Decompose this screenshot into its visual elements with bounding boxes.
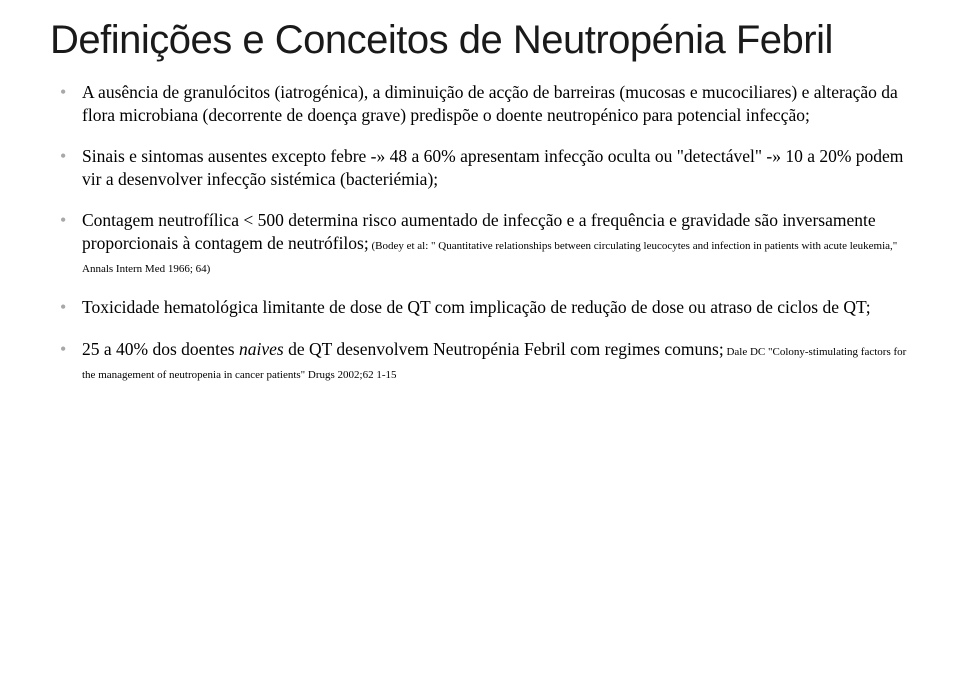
- bullet-text: Toxicidade hematológica limitante de dos…: [82, 297, 871, 317]
- list-item: A ausência de granulócitos (iatrogénica)…: [82, 81, 910, 127]
- bullet-list: A ausência de granulócitos (iatrogénica)…: [50, 81, 910, 384]
- bullet-text-pre: 25 a 40% dos doentes: [82, 339, 239, 359]
- list-item: Sinais e sintomas ausentes excepto febre…: [82, 145, 910, 191]
- bullet-text: A ausência de granulócitos (iatrogénica)…: [82, 82, 898, 125]
- slide-title: Definições e Conceitos de Neutropénia Fe…: [50, 18, 910, 63]
- list-item: 25 a 40% dos doentes naives de QT desenv…: [82, 338, 910, 384]
- bullet-text: Sinais e sintomas ausentes excepto febre…: [82, 146, 903, 189]
- list-item: Contagem neutrofílica < 500 determina ri…: [82, 209, 910, 278]
- bullet-text-post: de QT desenvolvem Neutropénia Febril com…: [284, 339, 724, 359]
- list-item: Toxicidade hematológica limitante de dos…: [82, 296, 910, 319]
- bullet-text-italic: naives: [239, 339, 284, 359]
